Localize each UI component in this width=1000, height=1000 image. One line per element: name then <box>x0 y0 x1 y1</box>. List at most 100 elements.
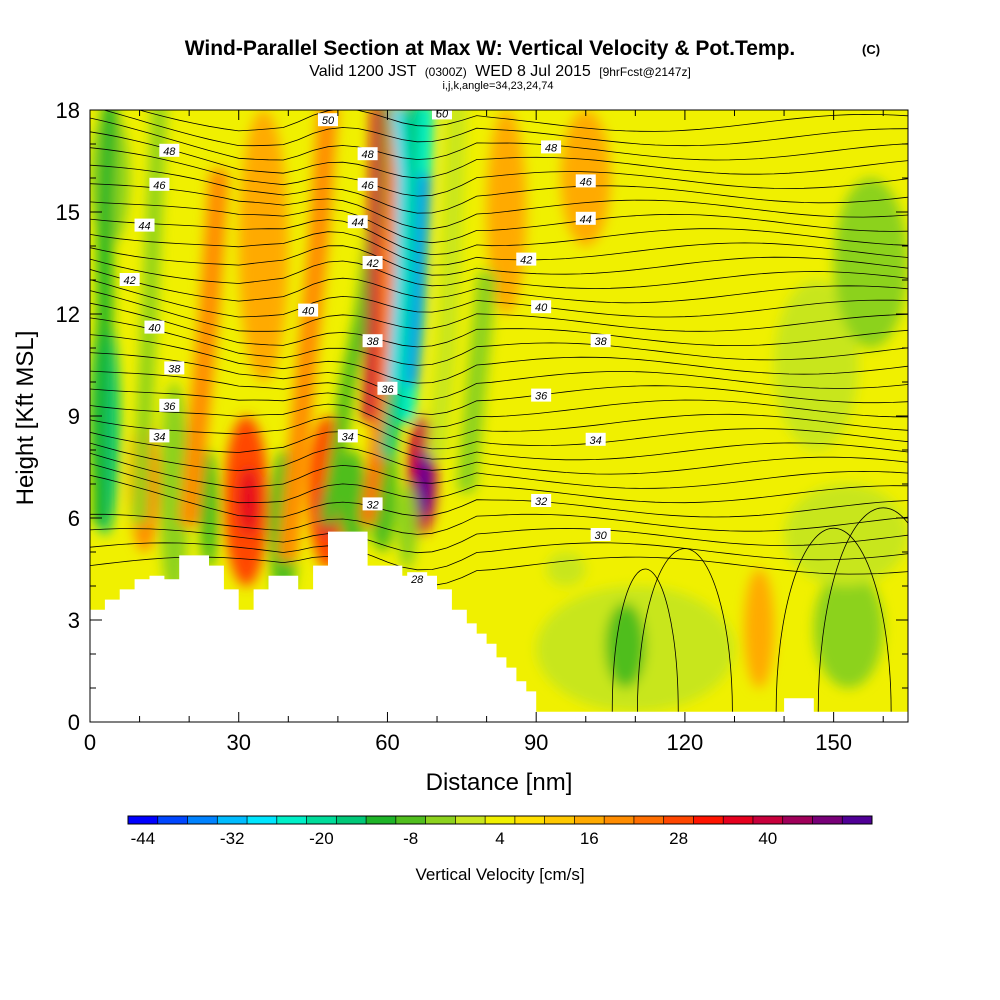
theta-contour-6 <box>90 452 908 489</box>
contour-label-bg <box>337 429 358 443</box>
contour-label-42-1: 42 <box>119 273 140 287</box>
y-tick-label: 15 <box>56 200 80 225</box>
contour-label-bg <box>575 174 596 188</box>
theta-contour-17 <box>90 290 908 332</box>
velocity-band-10 <box>179 168 229 528</box>
velocity-cell-20 <box>774 280 859 450</box>
theta-contour-4 <box>90 474 908 518</box>
contour-label-text: 38 <box>595 336 608 348</box>
colorbar-tick-label: 4 <box>495 829 504 848</box>
contour-label-38-1: 38 <box>164 361 185 375</box>
colorbar-swatch <box>693 816 724 824</box>
theta-contour-15 <box>90 317 908 366</box>
contour-label-46-1: 46 <box>149 177 170 192</box>
theta-contour-14 <box>90 334 908 384</box>
contour-label-bg <box>357 147 378 161</box>
theta-contour-27 <box>90 147 908 197</box>
contour-label-text: 32 <box>366 499 378 511</box>
colorbar-frame <box>127 815 873 825</box>
y-tick-label: 6 <box>68 506 80 531</box>
colorbar-swatch <box>604 816 635 824</box>
contour-label-32-1: 32 <box>362 497 383 511</box>
contour-label-text: 38 <box>366 336 379 348</box>
colorbar-swatch <box>336 816 367 824</box>
contour-label-40-3: 40 <box>531 300 552 314</box>
colorbar-tick-label: -20 <box>309 829 334 848</box>
theta-contour-16 <box>90 302 908 348</box>
contour-label-44-1: 44 <box>134 218 155 233</box>
contour-label-38-3: 38 <box>590 334 611 348</box>
contour-label-bg <box>590 528 611 541</box>
contour-label-text: 50 <box>436 108 449 120</box>
subtitle-fcst: [9hrFcst@2147z] <box>599 65 691 79</box>
theta-contour-0 <box>90 555 908 587</box>
colorbar-swatch <box>247 816 278 824</box>
colorbar-swatch <box>157 816 189 824</box>
colorbar-swatch <box>395 816 427 824</box>
contour-label-34-3: 34 <box>585 432 606 447</box>
contour-labels: 50 50 48 48 48 46 46 46 44 44 44 42 42 42 40 40 40 38 38 38… <box>119 108 611 586</box>
colorbar-tick-label: -44 <box>131 829 156 848</box>
contour-label-bg <box>317 113 338 127</box>
y-tick-label: 3 <box>68 608 80 633</box>
contour-label-46-3: 46 <box>575 174 596 188</box>
contour-label-text: 36 <box>381 384 394 396</box>
contour-label-bg <box>119 273 140 286</box>
theta-contour-19 <box>90 269 908 304</box>
subtitle-date: WED 8 Jul 2015 <box>475 63 591 80</box>
theta-contour-20 <box>90 258 908 289</box>
contour-label-text: 40 <box>302 306 315 318</box>
contour-label-40-2: 40 <box>298 303 319 318</box>
contour-label-text: 38 <box>168 363 181 375</box>
contour-label-bg <box>347 215 368 229</box>
contour-label-text: 42 <box>124 275 136 287</box>
subtitle-valid: Valid 1200 JST <box>309 63 417 80</box>
x-tick-label: 120 <box>667 730 704 755</box>
theta-contour-30 <box>102 110 908 147</box>
theta-contour-31 <box>137 110 908 132</box>
contour-label-32-2: 32 <box>531 494 552 508</box>
contour-label-bg <box>357 177 378 191</box>
contour-label-text: 44 <box>352 217 364 229</box>
contour-label-48-1: 48 <box>159 143 180 158</box>
colorbar-swatch <box>663 816 694 824</box>
contour-label-48-2: 48 <box>357 147 378 161</box>
y-tick-label: 0 <box>68 710 80 735</box>
title-mark: (C) <box>862 42 880 57</box>
contour-label-bg <box>377 381 398 395</box>
terrain-mask <box>90 531 908 722</box>
contour-label-text: 34 <box>590 435 602 447</box>
contour-label-bg <box>362 256 383 269</box>
y-axis-label: Height [Kft MSL] <box>12 331 39 506</box>
contour-label-bg <box>575 211 596 225</box>
colorbar-swatch <box>633 816 665 824</box>
colorbar-swatch <box>276 816 308 824</box>
colorbar-swatch <box>366 816 397 824</box>
colorbar-swatch <box>485 816 516 824</box>
velocity-band-8 <box>92 110 118 526</box>
contour-label-text: 34 <box>342 431 354 443</box>
colorbar-swatch <box>544 816 575 824</box>
theta-lowlevel-contour-2 <box>775 527 892 722</box>
contour-label-40-1: 40 <box>144 320 165 335</box>
velocity-band-11 <box>278 110 338 562</box>
contour-label-bg <box>149 429 170 443</box>
velocity-field <box>90 110 908 712</box>
contour-label-34-1: 34 <box>149 429 170 443</box>
velocity-cell-5 <box>238 467 259 535</box>
colorbar-swatch <box>514 816 546 824</box>
colorbar-swatch <box>574 816 605 824</box>
theta-contour-28 <box>90 131 908 179</box>
colorbar-swatch <box>128 816 159 824</box>
contour-label-text: 48 <box>361 149 374 161</box>
contour-label-bg <box>159 398 180 412</box>
y-tick-label: 9 <box>68 404 80 429</box>
velocity-band-4 <box>387 110 408 387</box>
grid-indices: i,j,k,angle=34,23,24,74 <box>442 80 553 92</box>
contour-label-36-2: 36 <box>377 381 398 396</box>
velocity-cell-13 <box>397 484 418 569</box>
contour-label-bg <box>362 497 383 511</box>
contour-label-text: 44 <box>580 214 592 226</box>
contour-label-28-1: 28 <box>407 572 428 586</box>
